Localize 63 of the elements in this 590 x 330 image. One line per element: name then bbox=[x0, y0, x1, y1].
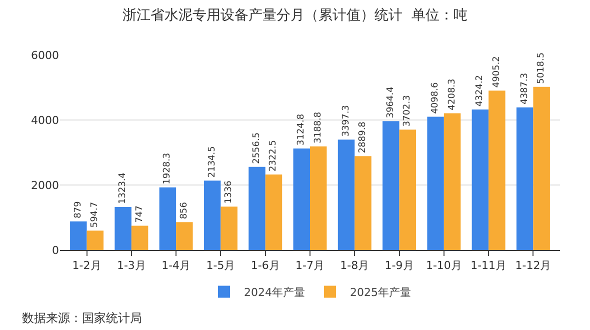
data-label: 3702.3 bbox=[402, 95, 413, 127]
bar bbox=[265, 174, 282, 250]
data-label: 3188.8 bbox=[313, 112, 324, 144]
x-tick-label: 1-7月 bbox=[296, 259, 324, 272]
chart-title: 浙江省水泥专用设备产量分月（累计值）统计 单位：吨 bbox=[122, 8, 468, 24]
legend-label: 2025年产量 bbox=[350, 286, 411, 300]
bar bbox=[248, 166, 266, 250]
x-tick-label: 1-5月 bbox=[206, 259, 236, 272]
data-label: 4905.2 bbox=[492, 56, 502, 88]
bar bbox=[70, 221, 87, 250]
data-label: 1323.4 bbox=[118, 172, 128, 204]
legend-label: 2024年产量 bbox=[244, 286, 305, 300]
bar bbox=[338, 140, 355, 250]
data-label: 2134.5 bbox=[207, 146, 218, 178]
data-label: 3964.4 bbox=[386, 86, 396, 118]
x-tick-label: 1-3月 bbox=[116, 259, 146, 272]
bar bbox=[427, 116, 444, 250]
bar bbox=[488, 90, 506, 250]
data-label: 2556.5 bbox=[252, 132, 262, 164]
bar bbox=[204, 180, 221, 250]
y-tick-label: 4000 bbox=[31, 114, 59, 127]
bar bbox=[114, 206, 132, 250]
bar bbox=[354, 156, 372, 250]
x-tick-label: 1-4月 bbox=[162, 259, 191, 272]
bar bbox=[533, 86, 550, 250]
x-tick-label: 1-9月 bbox=[384, 259, 414, 272]
bar bbox=[382, 121, 400, 250]
bar bbox=[399, 130, 416, 250]
bar bbox=[176, 222, 193, 250]
x-tick-label: 1-10月 bbox=[426, 259, 462, 272]
source-note: 数据来源：国家统计局 bbox=[22, 311, 142, 325]
bar bbox=[159, 187, 176, 250]
bar bbox=[220, 206, 238, 250]
bar bbox=[310, 146, 327, 250]
y-tick-label: 2000 bbox=[31, 178, 59, 192]
bar bbox=[293, 148, 310, 250]
bar bbox=[86, 230, 104, 250]
data-label: 4324.2 bbox=[475, 74, 486, 106]
data-label: 594.7 bbox=[90, 202, 100, 228]
y-tick-label: 0 bbox=[52, 244, 59, 257]
data-label: 3124.8 bbox=[296, 114, 307, 146]
x-tick-label: 1-12月 bbox=[515, 259, 552, 272]
bar bbox=[444, 113, 461, 250]
x-tick-label: 1-2月 bbox=[72, 259, 102, 272]
data-label: 2322.5 bbox=[268, 140, 279, 172]
data-label: 4387.3 bbox=[520, 72, 530, 104]
data-label: 747 bbox=[134, 206, 145, 223]
x-tick-label: 1-8月 bbox=[340, 259, 370, 272]
bar bbox=[516, 107, 534, 250]
bar bbox=[472, 109, 489, 250]
bar bbox=[131, 226, 148, 250]
data-label: 4208.3 bbox=[447, 78, 458, 110]
data-label: 879 bbox=[73, 200, 84, 218]
x-tick-label: 1-6月 bbox=[250, 259, 280, 272]
y-tick-label: 6000 bbox=[31, 48, 59, 62]
data-label: 856 bbox=[179, 202, 190, 220]
data-label: 5018.5 bbox=[536, 52, 547, 84]
x-tick-label: 1-11月 bbox=[470, 259, 507, 272]
data-label: 4098.6 bbox=[430, 82, 441, 114]
data-label: 2889.8 bbox=[358, 121, 368, 154]
data-label: 1928.3 bbox=[162, 152, 173, 184]
data-label: 1336 bbox=[224, 180, 234, 204]
data-label: 3397.3 bbox=[341, 105, 352, 137]
